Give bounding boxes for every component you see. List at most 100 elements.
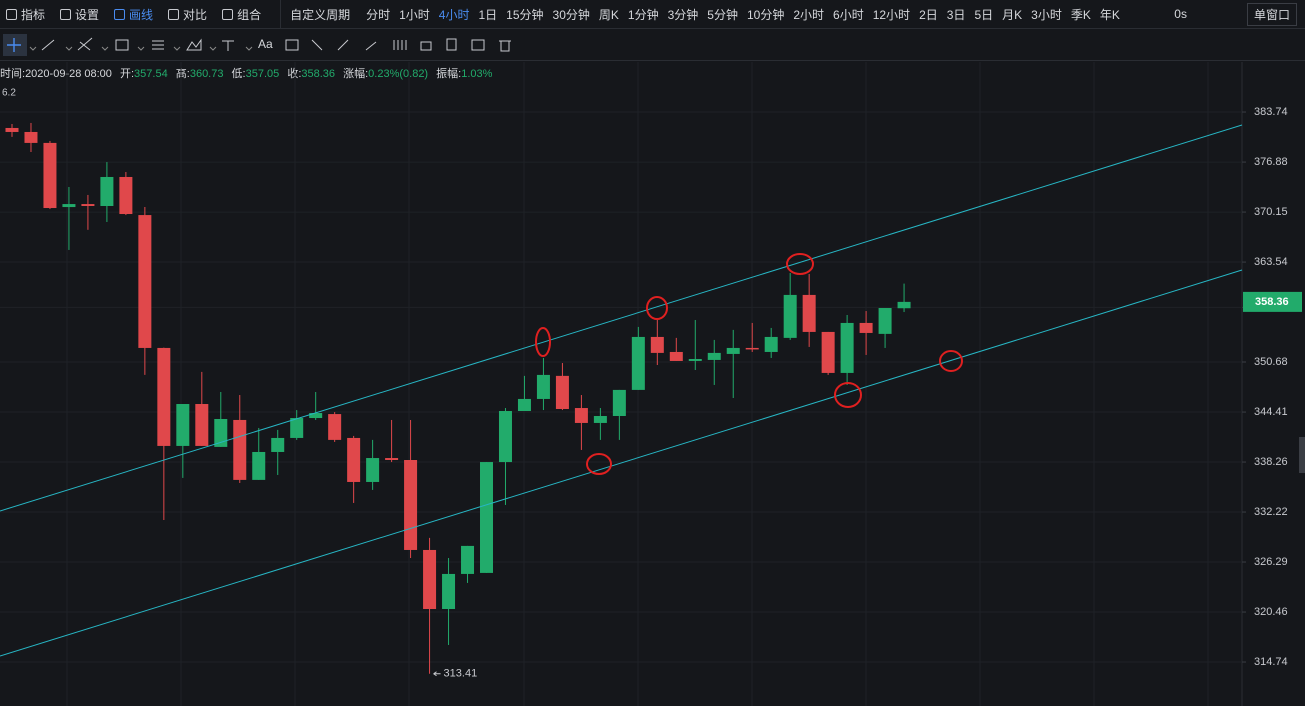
period-button[interactable]: 15分钟 [506,7,544,22]
candle-body [290,418,304,438]
info-value: 2020-09-28 08:00 [25,68,112,80]
candle-body [5,127,19,132]
tool-icon [60,8,72,20]
price-label-bg [1243,291,1302,312]
candle-body [81,204,95,206]
y-tick-label: 363.54 [1254,256,1288,268]
min-arrow [433,671,441,677]
period-button[interactable]: 2日 [919,7,938,22]
custom-period[interactable]: 自定义周期 [290,7,351,22]
candle-body [423,549,437,610]
toolbar: 指标 设置 画线 对比 组合 自定义周期 分时 1小时 4小时 1日 15分钟 30分钟 周K 1分钟 3分… [0,0,1305,29]
candle-body [347,437,361,482]
period-button[interactable]: 2小时 [793,7,825,22]
period-button[interactable]: 3小时 [1031,7,1062,22]
info-label: 时间: [0,68,26,80]
channel-lines[interactable] [0,124,1243,657]
period-button[interactable]: 3日 [946,7,966,22]
tool-label: 设置 [75,7,100,22]
y-tick-label: 314.74 [1254,656,1288,668]
info-value: 357.54 [134,68,168,80]
y-tick-label: 376.88 [1254,156,1288,168]
indicator-fragment: 6.2 [2,88,16,99]
tool-label: 画线 [129,7,154,22]
y-tick-label: 350.68 [1254,356,1288,368]
period-button[interactable]: 30分钟 [552,7,590,22]
candle-body [802,294,816,332]
info-label: 涨幅: [343,68,369,80]
tool-label: 指标 [21,7,46,22]
period-button[interactable]: 1小时 [399,7,430,22]
period-button[interactable]: 月K [1002,7,1023,22]
candle-body [536,374,550,399]
candle-body [309,413,323,419]
candle-body [252,451,266,480]
candle-body [43,142,57,209]
candle-body [498,411,512,463]
candle-body [404,459,418,550]
y-tick-label: 332.22 [1254,506,1288,518]
candle-body [480,462,493,573]
candle-body [821,331,835,373]
tool-icon [114,8,126,20]
period-button[interactable]: 5分钟 [707,7,738,22]
candle-body [593,416,607,423]
period-button[interactable]: 年K [1099,7,1120,22]
candle-body [669,351,683,361]
candle-body [783,294,797,338]
period-button[interactable]: 10分钟 [746,7,785,22]
tool-button[interactable]: 指标 [6,6,45,23]
info-label: 收: [287,68,302,80]
annotation-circles[interactable] [535,253,963,475]
line-icons [41,37,93,51]
ohlc-info: 时间:2020-09-28 08:00 开:357.54 高:360.73 低:… [0,65,497,81]
tool-button[interactable]: 对比 [168,6,207,23]
price-label: 358.36 [1255,296,1289,308]
period-button[interactable]: 4小时 [438,7,470,22]
period-button[interactable]: 周K [598,7,619,22]
candle-body [688,358,702,361]
dropdown-arrows [29,46,253,51]
y-tick-label: 344.41 [1254,406,1288,418]
tool-label: 组合 [237,7,262,22]
y-tick-label: 320.46 [1254,606,1288,618]
period-button[interactable]: 分时 [366,7,391,22]
candle-body [176,404,190,446]
side-tab[interactable] [1299,437,1305,473]
candle-body [878,308,892,334]
info-label: 开: [119,68,135,80]
candle-body [650,336,664,353]
tool-icon [222,8,234,20]
info-value: 357.05 [245,68,280,80]
period-button[interactable]: 1日 [478,7,498,22]
candle-body [119,176,133,215]
tool-icon [168,8,180,20]
candle-body [631,336,645,390]
tool-button[interactable]: 设置 [60,6,99,23]
drawing-toolbar: Aa [0,34,1305,61]
text-tool[interactable]: Aa [258,37,273,51]
candle-body [138,215,152,348]
period-button[interactable]: 3分钟 [667,7,699,22]
period-button[interactable]: 12小时 [872,7,911,22]
candle-body [461,545,475,574]
rect-icon [115,39,129,51]
candle-body [233,419,247,480]
period-button[interactable]: 季K [1070,7,1091,22]
tool-button[interactable]: 画线 [114,6,153,23]
candle-body [555,375,569,409]
candle-body [62,204,76,208]
refresh[interactable]: 0s [1174,7,1187,21]
candle-body [366,458,380,482]
candle-body [745,347,759,350]
period-button[interactable]: 5日 [974,7,994,22]
info-value: 0.23%(0.82) [368,68,429,80]
window-select[interactable]: 单窗口 [1246,2,1297,26]
candle-body [574,408,588,423]
candle-body [271,437,285,452]
tool-icon [6,8,17,20]
candle-body [157,347,171,446]
period-button[interactable]: 6小时 [833,7,864,22]
tool-button[interactable]: 组合 [222,6,261,23]
period-button[interactable]: 1分钟 [627,7,659,22]
